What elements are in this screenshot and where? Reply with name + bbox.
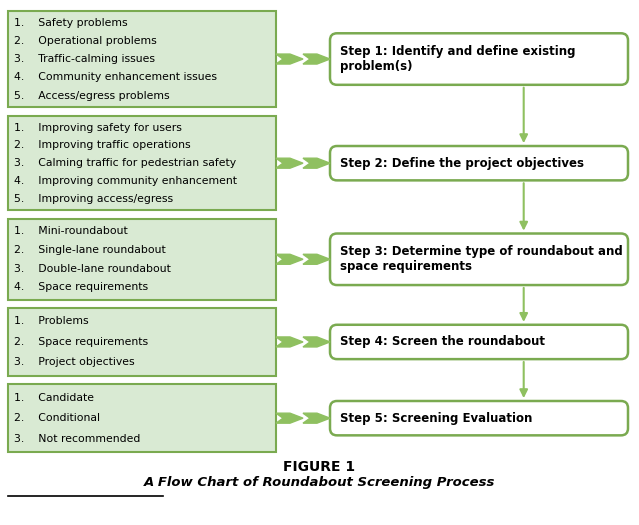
Text: Step 1: Identify and define existing
problem(s): Step 1: Identify and define existing pro… bbox=[340, 45, 576, 73]
Text: 4.    Improving community enhancement: 4. Improving community enhancement bbox=[14, 176, 237, 186]
Polygon shape bbox=[276, 337, 303, 347]
Text: 4.    Community enhancement issues: 4. Community enhancement issues bbox=[14, 72, 217, 82]
Polygon shape bbox=[276, 413, 303, 423]
FancyBboxPatch shape bbox=[8, 219, 276, 300]
Text: Step 2: Define the project objectives: Step 2: Define the project objectives bbox=[340, 156, 584, 170]
Text: 5.    Improving access/egress: 5. Improving access/egress bbox=[14, 194, 173, 204]
Text: 2.    Space requirements: 2. Space requirements bbox=[14, 337, 148, 347]
FancyBboxPatch shape bbox=[330, 325, 628, 359]
Text: 1.    Problems: 1. Problems bbox=[14, 317, 89, 327]
Polygon shape bbox=[276, 54, 303, 64]
FancyBboxPatch shape bbox=[330, 401, 628, 435]
FancyBboxPatch shape bbox=[8, 384, 276, 452]
FancyBboxPatch shape bbox=[330, 146, 628, 181]
Text: 1.    Improving safety for users: 1. Improving safety for users bbox=[14, 122, 182, 132]
FancyBboxPatch shape bbox=[330, 33, 628, 85]
Text: 2.    Single-lane roundabout: 2. Single-lane roundabout bbox=[14, 245, 166, 255]
FancyBboxPatch shape bbox=[8, 308, 276, 376]
Text: Step 4: Screen the roundabout: Step 4: Screen the roundabout bbox=[340, 335, 545, 349]
Text: 3.    Not recommended: 3. Not recommended bbox=[14, 434, 141, 444]
Text: 3.    Project objectives: 3. Project objectives bbox=[14, 358, 135, 368]
Text: 3.    Traffic-calming issues: 3. Traffic-calming issues bbox=[14, 54, 155, 64]
Text: 3.    Double-lane roundabout: 3. Double-lane roundabout bbox=[14, 264, 171, 274]
Text: Step 5: Screening Evaluation: Step 5: Screening Evaluation bbox=[340, 412, 532, 425]
Text: 5.    Access/egress problems: 5. Access/egress problems bbox=[14, 90, 169, 100]
Text: 1.    Candidate: 1. Candidate bbox=[14, 393, 94, 403]
Polygon shape bbox=[276, 254, 303, 264]
Text: 1.    Mini-roundabout: 1. Mini-roundabout bbox=[14, 226, 128, 236]
Text: 2.    Operational problems: 2. Operational problems bbox=[14, 36, 157, 46]
Polygon shape bbox=[276, 158, 303, 168]
Text: A Flow Chart of Roundabout Screening Process: A Flow Chart of Roundabout Screening Pro… bbox=[144, 476, 495, 489]
Polygon shape bbox=[303, 158, 330, 168]
Text: 2.    Improving traffic operations: 2. Improving traffic operations bbox=[14, 140, 190, 150]
FancyBboxPatch shape bbox=[330, 234, 628, 285]
Polygon shape bbox=[303, 254, 330, 264]
Text: Step 3: Determine type of roundabout and
space requirements: Step 3: Determine type of roundabout and… bbox=[340, 245, 623, 274]
Polygon shape bbox=[303, 413, 330, 423]
Polygon shape bbox=[303, 54, 330, 64]
Text: 3.    Calming traffic for pedestrian safety: 3. Calming traffic for pedestrian safety bbox=[14, 158, 236, 168]
Text: 1.    Safety problems: 1. Safety problems bbox=[14, 17, 128, 28]
Text: 2.    Conditional: 2. Conditional bbox=[14, 413, 100, 423]
Polygon shape bbox=[303, 337, 330, 347]
FancyBboxPatch shape bbox=[8, 10, 276, 107]
Text: FIGURE 1: FIGURE 1 bbox=[284, 460, 355, 474]
Text: 4.    Space requirements: 4. Space requirements bbox=[14, 282, 148, 292]
FancyBboxPatch shape bbox=[8, 116, 276, 211]
